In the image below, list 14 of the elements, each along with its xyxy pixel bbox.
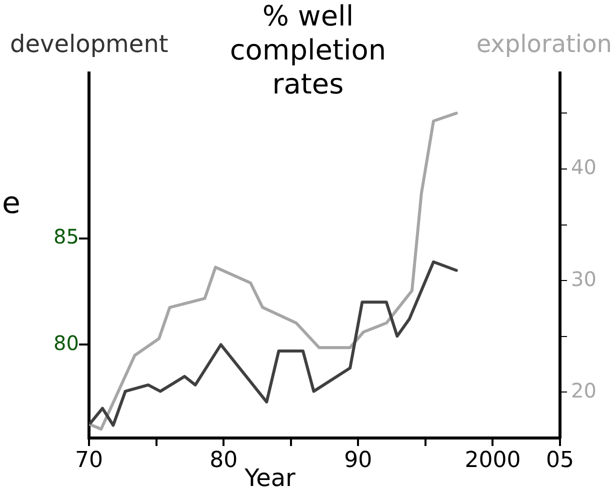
y2-tick-label: 20 [571, 378, 596, 402]
y2-tick-label: 40 [571, 155, 596, 180]
y-tick-label: 85 [54, 224, 79, 249]
x-tick-label: 70 [75, 448, 103, 473]
chart-title: % well completion rates [230, 0, 386, 100]
x-tick-label: 80 [210, 448, 238, 473]
x-tick-label: 90 [344, 448, 372, 473]
y2-tick-label: 30 [571, 266, 596, 291]
x-tick-label: 05 [546, 448, 574, 473]
y-axis-title: development [10, 30, 168, 58]
y2-axis-title: exploration [476, 30, 612, 58]
x-axis-title: Year [244, 464, 296, 492]
x-tick-label: 2000 [464, 448, 521, 473]
text: e [2, 186, 20, 221]
